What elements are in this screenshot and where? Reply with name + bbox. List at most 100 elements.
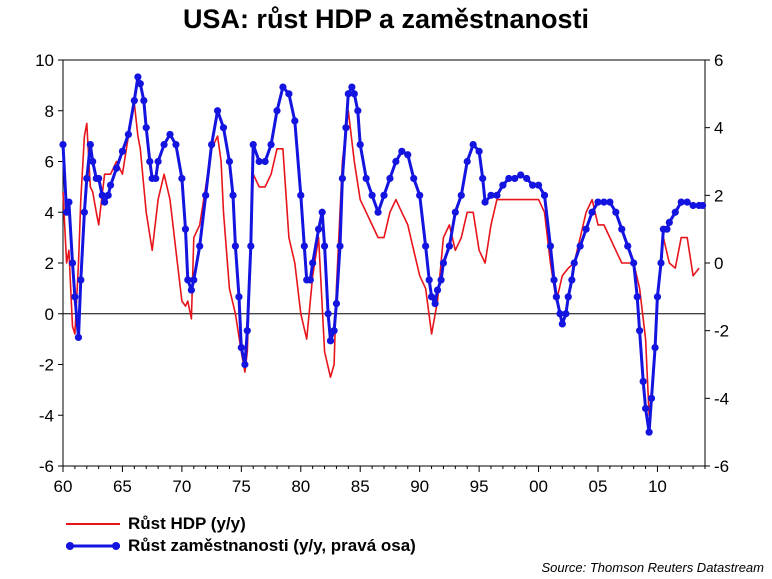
series-point-employment	[89, 157, 97, 166]
series-point-employment	[62, 208, 71, 216]
x-tick-label: 75	[232, 477, 251, 496]
series-point-employment	[98, 191, 106, 199]
series-point-employment	[213, 107, 222, 115]
series-point-employment	[356, 140, 364, 149]
series-point-employment	[330, 327, 338, 335]
x-tick-label: 60	[54, 477, 73, 496]
series-point-employment	[529, 181, 537, 189]
series-point-employment	[130, 97, 138, 105]
series-point-employment	[437, 276, 445, 284]
x-tick-label: 90	[410, 477, 429, 496]
series-point-employment	[699, 201, 707, 210]
series-point-employment	[671, 208, 679, 216]
y-right-tick-label: 2	[714, 186, 723, 205]
series-point-employment	[267, 140, 275, 149]
series-point-employment	[463, 157, 471, 166]
series-point-employment	[451, 208, 459, 216]
series-point-employment	[80, 208, 88, 216]
x-tick-label: 70	[172, 477, 191, 496]
series-point-employment	[74, 333, 83, 342]
y-right-tick-label: 0	[714, 254, 723, 273]
series-point-employment	[582, 225, 590, 233]
series-point-employment	[386, 174, 394, 183]
series-point-employment	[95, 174, 103, 183]
series-point-employment	[425, 276, 433, 284]
series-point-employment	[342, 124, 350, 132]
series-point-employment	[152, 174, 160, 183]
legend-swatch-gdp	[66, 523, 120, 525]
series-point-employment	[208, 140, 216, 149]
y-right-tick-label: -4	[714, 389, 729, 408]
series-point-employment	[326, 337, 335, 345]
x-tick-label: 05	[589, 477, 608, 496]
series-point-employment	[344, 90, 352, 98]
chart-title: USA: růst HDP a zaměstnanosti	[182, 4, 590, 34]
series-point-employment	[362, 174, 370, 183]
series-point-employment	[641, 404, 650, 413]
series-point-employment	[479, 174, 487, 183]
series-point-employment	[348, 83, 356, 91]
series-point-employment	[469, 140, 477, 149]
series-point-employment	[546, 242, 555, 250]
series-point-employment	[427, 293, 436, 301]
series-point-employment	[499, 181, 507, 189]
series-point-employment	[653, 293, 662, 301]
x-tick-label: 00	[529, 477, 548, 496]
y-left-tick-label: -4	[39, 406, 54, 425]
series-point-employment	[184, 276, 192, 284]
series-point-employment	[181, 225, 190, 233]
series-point-employment	[241, 360, 249, 369]
series-point-employment	[556, 310, 564, 318]
series-point-employment	[431, 300, 439, 308]
series-point-employment	[235, 293, 243, 301]
series-point-employment	[249, 140, 257, 149]
series-point-employment	[279, 83, 287, 91]
series-point-employment	[475, 147, 483, 155]
series-point-employment	[683, 198, 691, 206]
series-point-employment	[154, 157, 162, 166]
series-point-employment	[564, 293, 572, 301]
series-point-employment	[624, 242, 632, 250]
y-left-tick-label: 6	[45, 153, 54, 172]
series-point-employment	[134, 73, 142, 81]
y-left-tick-label: 10	[35, 51, 54, 70]
series-point-employment	[229, 191, 237, 199]
series-point-employment	[618, 225, 626, 233]
x-tick-label: 80	[291, 477, 310, 496]
series-point-employment	[297, 191, 305, 199]
series-point-employment	[71, 293, 79, 301]
series-point-employment	[511, 174, 519, 183]
series-point-employment	[178, 174, 186, 183]
series-point-employment	[350, 90, 358, 98]
series-point-employment	[481, 198, 489, 206]
source-note: Source: Thomson Reuters Datastream	[541, 560, 764, 575]
series-point-employment	[146, 157, 154, 166]
series-point-employment	[83, 174, 91, 183]
y-right-tick-label: -2	[714, 322, 729, 341]
series-point-employment	[663, 225, 671, 233]
series-point-employment	[612, 208, 620, 216]
y-left-tick-label: 2	[45, 254, 54, 273]
series-point-employment	[118, 147, 127, 155]
series-point-employment	[457, 191, 465, 199]
series-point-employment	[354, 107, 362, 115]
x-tick-label: 65	[113, 477, 132, 496]
series-point-employment	[160, 140, 168, 149]
series-point-employment	[68, 259, 77, 267]
series-point-employment	[422, 242, 430, 250]
series-point-employment	[247, 242, 255, 250]
series-point-employment	[315, 225, 323, 233]
y-left-tick-label: -6	[39, 457, 54, 476]
series-point-employment	[255, 157, 263, 166]
series-point-employment	[65, 198, 73, 206]
series-point-employment	[505, 174, 513, 183]
series-point-employment	[106, 181, 115, 189]
series-point-employment	[136, 80, 144, 88]
series-point-employment	[332, 300, 341, 308]
series-point-employment	[187, 286, 195, 294]
series-point-employment	[291, 117, 299, 125]
series-point-employment	[243, 327, 251, 335]
series-point-employment	[190, 276, 198, 284]
x-tick-label: 95	[470, 477, 489, 496]
series-point-employment	[101, 198, 109, 206]
